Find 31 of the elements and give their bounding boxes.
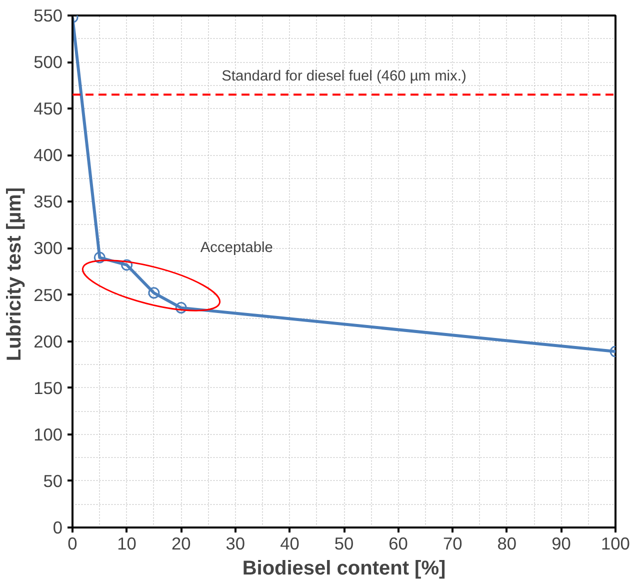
x-tick-label: 10	[117, 534, 136, 554]
y-tick-label: 50	[43, 470, 63, 491]
point	[121, 259, 133, 271]
x-tick-label: 50	[334, 534, 354, 554]
x-tick-label: 40	[280, 534, 300, 554]
y-tick-label: 250	[34, 284, 63, 305]
x-tick-label: 60	[388, 534, 408, 554]
x-tick-label: 20	[171, 534, 191, 554]
y-tick-label: 500	[34, 52, 63, 72]
x-tick-label: 90	[552, 534, 571, 554]
ref-line-label: Standard for diesel fuel (460 µm mix.)	[222, 68, 466, 85]
y-tick-label: 0	[52, 518, 63, 538]
y-tick-label: 550	[34, 6, 63, 26]
y-tick-label: 350	[34, 192, 63, 212]
y-tick-label: 100	[34, 424, 63, 444]
x-axis-title: Biodiesel content [%]	[242, 558, 446, 580]
x-tick-label: 100	[601, 534, 630, 554]
annotation: Acceptable	[200, 240, 273, 256]
y-tick-label: 450	[34, 98, 63, 119]
point	[175, 302, 187, 314]
point	[148, 287, 160, 299]
x-tick-label: 70	[442, 534, 462, 554]
x-tick-label: 0	[68, 534, 78, 554]
x-tick-label: 80	[497, 534, 517, 554]
y-tick-label: 400	[34, 145, 63, 166]
y-tick-label: 300	[34, 238, 63, 258]
y-tick-label: 200	[34, 331, 63, 352]
x-tick-label: 30	[226, 534, 246, 554]
y-tick-label: 150	[34, 378, 63, 398]
point	[94, 252, 106, 264]
y-axis-title: Lubricity test [µm]	[4, 187, 26, 362]
